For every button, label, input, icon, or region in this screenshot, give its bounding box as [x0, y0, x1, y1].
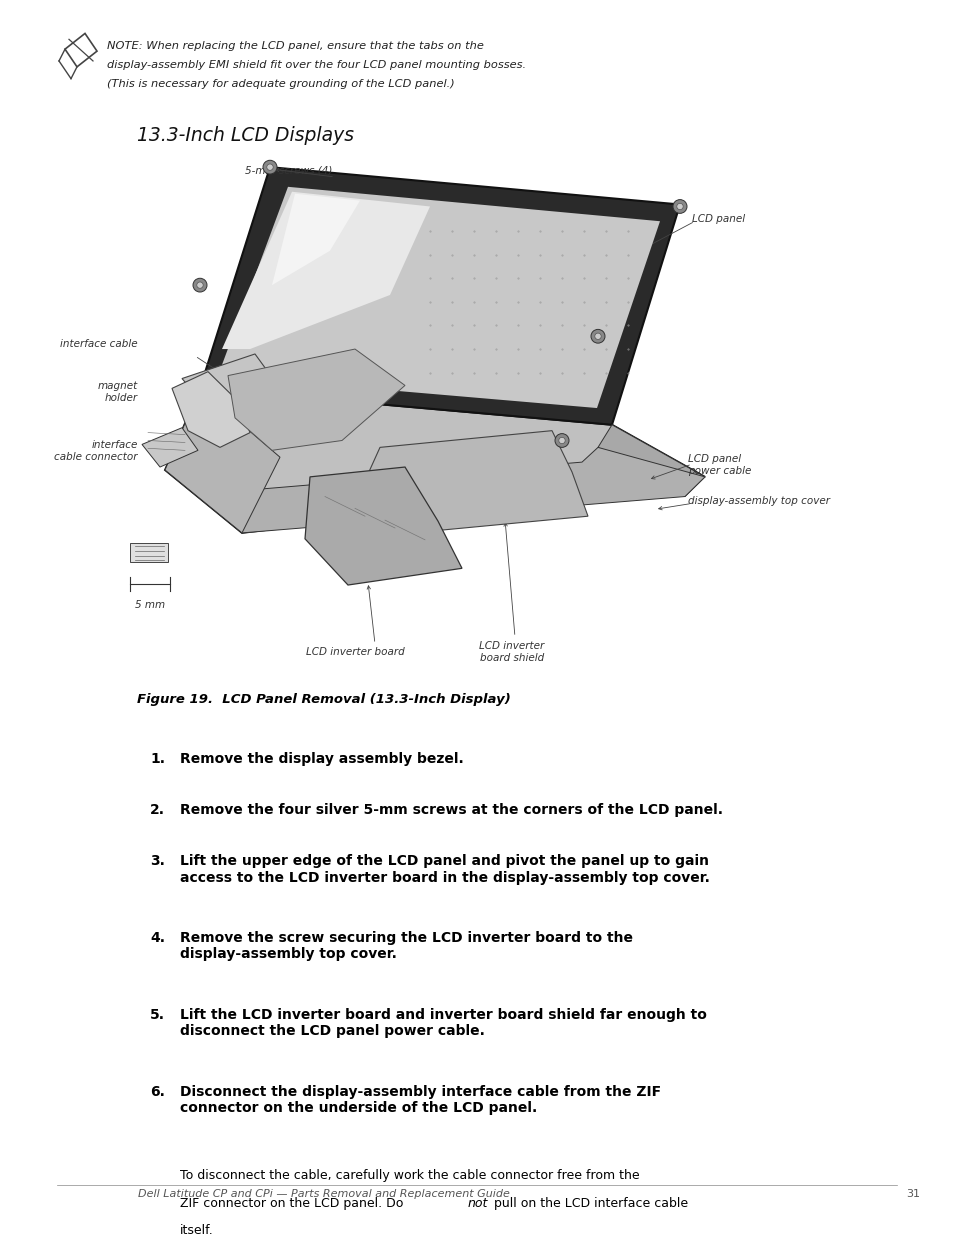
- Text: 2.: 2.: [150, 803, 165, 818]
- Circle shape: [555, 433, 568, 447]
- Circle shape: [196, 282, 203, 288]
- Polygon shape: [200, 167, 679, 425]
- Text: LCD panel
power cable: LCD panel power cable: [687, 454, 751, 475]
- Text: Lift the LCD inverter board and inverter board shield far enough to
disconnect t: Lift the LCD inverter board and inverter…: [180, 1008, 706, 1039]
- Polygon shape: [598, 425, 704, 496]
- Text: display-assembly top cover: display-assembly top cover: [687, 496, 829, 506]
- Text: Figure 19.  LCD Panel Removal (13.3-Inch Display): Figure 19. LCD Panel Removal (13.3-Inch …: [137, 693, 510, 706]
- Text: Remove the screw securing the LCD inverter board to the
display-assembly top cov: Remove the screw securing the LCD invert…: [180, 931, 633, 961]
- Text: not: not: [468, 1197, 488, 1209]
- Polygon shape: [359, 431, 587, 534]
- Text: 6.: 6.: [150, 1084, 165, 1098]
- Text: ZIF connector on the LCD panel. Do: ZIF connector on the LCD panel. Do: [180, 1197, 407, 1209]
- Text: 13.3-Inch LCD Displays: 13.3-Inch LCD Displays: [137, 126, 354, 144]
- Text: itself.: itself.: [180, 1224, 213, 1235]
- Text: 5 mm: 5 mm: [134, 600, 165, 610]
- Text: Disconnect the display-assembly interface cable from the ZIF
connector on the un: Disconnect the display-assembly interfac…: [180, 1084, 660, 1115]
- Text: To disconnect the cable, carefully work the cable connector free from the: To disconnect the cable, carefully work …: [180, 1170, 639, 1182]
- Text: magnet
holder: magnet holder: [97, 382, 138, 403]
- Polygon shape: [222, 191, 430, 350]
- Circle shape: [558, 437, 564, 443]
- Text: NOTE: When replacing the LCD panel, ensure that the tabs on the: NOTE: When replacing the LCD panel, ensu…: [107, 41, 483, 52]
- Circle shape: [676, 204, 682, 210]
- Text: interface cable: interface cable: [60, 340, 138, 350]
- Circle shape: [672, 200, 686, 214]
- Polygon shape: [182, 354, 280, 415]
- Text: interface
cable connector: interface cable connector: [54, 441, 138, 462]
- Text: LCD inverter
board shield: LCD inverter board shield: [478, 641, 544, 663]
- Polygon shape: [165, 388, 704, 534]
- Text: Remove the four silver 5-mm screws at the corners of the LCD panel.: Remove the four silver 5-mm screws at th…: [180, 803, 722, 818]
- Text: Lift the upper edge of the LCD panel and pivot the panel up to gain
access to th: Lift the upper edge of the LCD panel and…: [180, 855, 709, 884]
- Polygon shape: [305, 467, 461, 585]
- Circle shape: [193, 278, 207, 291]
- Text: 3.: 3.: [150, 855, 165, 868]
- Text: 31: 31: [905, 1189, 919, 1199]
- Text: pull on the LCD interface cable: pull on the LCD interface cable: [490, 1197, 687, 1209]
- Polygon shape: [165, 388, 280, 534]
- Circle shape: [590, 330, 604, 343]
- Text: 5.: 5.: [150, 1008, 165, 1021]
- Text: LCD panel: LCD panel: [691, 215, 744, 225]
- Text: 4.: 4.: [150, 931, 165, 945]
- Text: Remove the display assembly bezel.: Remove the display assembly bezel.: [180, 752, 463, 766]
- Polygon shape: [218, 186, 659, 408]
- Polygon shape: [172, 372, 250, 447]
- Circle shape: [267, 164, 273, 170]
- Bar: [130, 542, 168, 562]
- Text: 1.: 1.: [150, 752, 165, 766]
- Text: display-assembly EMI shield fit over the four LCD panel mounting bosses.: display-assembly EMI shield fit over the…: [107, 61, 525, 70]
- Circle shape: [594, 333, 600, 340]
- Polygon shape: [272, 194, 359, 285]
- Polygon shape: [228, 350, 405, 451]
- Circle shape: [263, 161, 276, 174]
- Text: LCD inverter board: LCD inverter board: [305, 647, 404, 657]
- Text: (This is necessary for adequate grounding of the LCD panel.): (This is necessary for adequate groundin…: [107, 79, 455, 89]
- Text: Dell Latitude CP and CPi — Parts Removal and Replacement Guide: Dell Latitude CP and CPi — Parts Removal…: [138, 1189, 509, 1199]
- Polygon shape: [230, 447, 704, 534]
- Polygon shape: [142, 427, 198, 467]
- Text: 5-mm screws (4): 5-mm screws (4): [244, 165, 332, 175]
